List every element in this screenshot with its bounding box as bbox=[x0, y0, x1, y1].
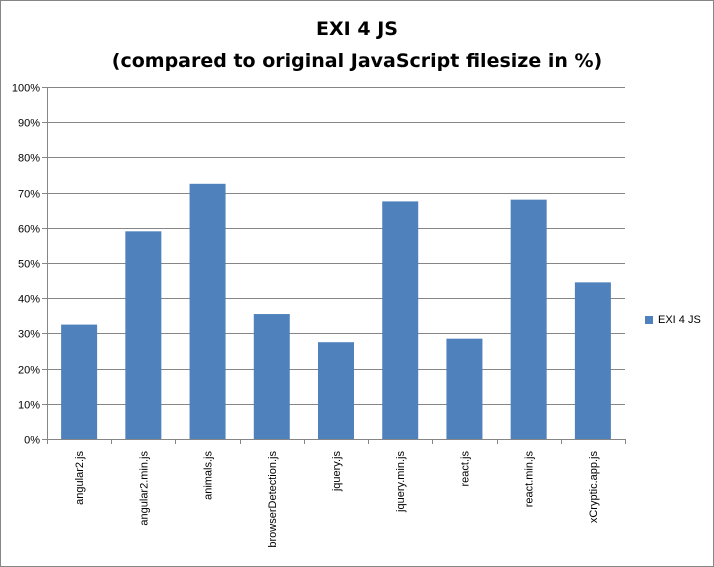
y-tick-label: 100% bbox=[12, 83, 40, 95]
bar bbox=[189, 183, 226, 439]
y-tick-label: 0% bbox=[24, 435, 40, 447]
x-tick-label: react.js bbox=[459, 451, 471, 487]
chart-title: EXI 4 JS bbox=[316, 18, 398, 40]
bar bbox=[125, 231, 162, 439]
y-tick-label: 20% bbox=[18, 365, 40, 377]
bar bbox=[61, 324, 98, 439]
y-tick-label: 70% bbox=[18, 189, 40, 201]
bar bbox=[253, 314, 290, 439]
x-tick-label: xCryptic.app.js bbox=[588, 451, 600, 524]
chart-title-block: EXI 4 JS (compared to original JavaScrip… bbox=[1, 13, 713, 77]
y-tick-label: 40% bbox=[18, 294, 40, 306]
x-tick-label: react.min.js bbox=[524, 451, 536, 508]
y-tick-label: 80% bbox=[18, 153, 40, 165]
bar bbox=[446, 338, 483, 439]
x-tick-label: angular2.min.js bbox=[138, 451, 150, 526]
bar bbox=[510, 199, 547, 439]
legend-swatch bbox=[645, 316, 653, 324]
y-tick-label: 10% bbox=[18, 400, 40, 412]
x-tick-label: angular2.js bbox=[74, 451, 86, 505]
x-tick-label: animals.js bbox=[203, 451, 215, 500]
x-tick-label: browserDetection.js bbox=[267, 451, 279, 548]
y-tick-label: 60% bbox=[18, 224, 40, 236]
bar bbox=[318, 342, 354, 439]
y-tick-label: 90% bbox=[18, 118, 40, 130]
x-tick-label: jquery.min.js bbox=[395, 451, 407, 513]
legend-label: EXI 4 JS bbox=[658, 314, 701, 326]
y-tick-label: 30% bbox=[18, 329, 40, 341]
chart-subtitle: (compared to original JavaScript filesiz… bbox=[111, 50, 603, 72]
x-tick-label: jquery.js bbox=[331, 451, 343, 493]
legend: EXI 4 JS bbox=[645, 314, 701, 326]
bar bbox=[574, 282, 611, 439]
y-tick-label: 50% bbox=[18, 259, 40, 271]
bar bbox=[382, 201, 419, 439]
